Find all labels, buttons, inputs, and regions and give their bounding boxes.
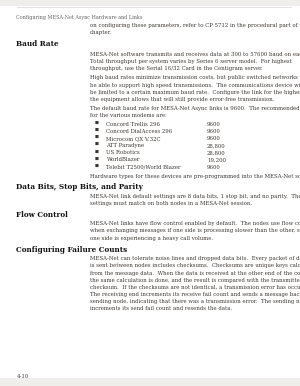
Text: the equipment allows that will still provide error-free transmission.: the equipment allows that will still pro… [90, 97, 274, 102]
Text: MESA-Net link default settings are 8 data bits, 1 stop bit, and no parity.  The: MESA-Net link default settings are 8 dat… [90, 193, 300, 198]
Text: ■: ■ [94, 128, 98, 132]
Text: Configuring Failure Counts: Configuring Failure Counts [16, 245, 128, 254]
Text: ■: ■ [94, 121, 98, 125]
Text: Hardware types for these devices are pre-programmed into the MESA-Net software.: Hardware types for these devices are pre… [90, 174, 300, 179]
Text: 28,800: 28,800 [207, 150, 226, 155]
Text: The default baud rate for MESA-Net Async links is 9600.  The recommended rates: The default baud rate for MESA-Net Async… [90, 106, 300, 111]
Text: 9600: 9600 [207, 136, 221, 141]
Text: High baud rates minimize transmission costs, but public switched networks may no: High baud rates minimize transmission co… [90, 75, 300, 80]
Text: increments its send fail count and resends the data.: increments its send fail count and resen… [90, 306, 232, 311]
Text: 19,200: 19,200 [207, 157, 226, 163]
Text: be limited to a certain maximum baud rate.  Configure the link for the highest r: be limited to a certain maximum baud rat… [90, 90, 300, 95]
FancyBboxPatch shape [0, 6, 300, 378]
Text: 9600: 9600 [207, 122, 221, 127]
Text: sending node, indicating that there was a transmission error.  The sending node: sending node, indicating that there was … [90, 299, 300, 304]
Text: the same calculation is done, and the result is compared with the transmitted: the same calculation is done, and the re… [90, 278, 300, 283]
Text: Concord Trellis 296: Concord Trellis 296 [106, 122, 160, 127]
Text: Flow Control: Flow Control [16, 211, 68, 218]
Text: MESA-Net can tolerate noise lines and dropped data bits.  Every packet of data t: MESA-Net can tolerate noise lines and dr… [90, 256, 300, 261]
Text: be able to support high speed transmissions.  The communications device will als: be able to support high speed transmissi… [90, 83, 300, 88]
Text: Total throughput per system varies by Series 6 server model.  For highest: Total throughput per system varies by Se… [90, 59, 292, 64]
Text: Telebit T2500/World Blazer: Telebit T2500/World Blazer [106, 164, 181, 169]
Text: ■: ■ [94, 135, 98, 139]
Text: WorldBlazer: WorldBlazer [106, 157, 140, 163]
Text: when exchanging messages if one side is processing slower than the other, such a: when exchanging messages if one side is … [90, 229, 300, 234]
Text: MESA-Net links have flow control enabled by default.  The nodes use flow control: MESA-Net links have flow control enabled… [90, 221, 300, 226]
Text: ATT Paradyne: ATT Paradyne [106, 143, 145, 148]
Text: ■: ■ [94, 142, 98, 146]
Text: 9600: 9600 [207, 129, 221, 134]
Text: Data Bits, Stop Bits, and Parity: Data Bits, Stop Bits, and Parity [16, 183, 143, 191]
Text: Concord DialAccess 296: Concord DialAccess 296 [106, 129, 173, 134]
Text: for the various modems are:: for the various modems are: [90, 113, 167, 119]
Text: Microcom QX V.32C: Microcom QX V.32C [106, 136, 161, 141]
Text: one side is experiencing a heavy call volume.: one side is experiencing a heavy call vo… [90, 235, 213, 240]
Text: 28,800: 28,800 [207, 143, 226, 148]
Text: settings must match on both nodes in a MESA-Net session.: settings must match on both nodes in a M… [90, 201, 252, 206]
Text: Baud Rate: Baud Rate [16, 40, 59, 48]
Text: US Robotics: US Robotics [106, 150, 140, 155]
Text: on configuring these parameters, refer to CP 5712 in the procedural part of this: on configuring these parameters, refer t… [90, 23, 300, 28]
Text: 9600: 9600 [207, 164, 221, 169]
Text: The receiving end increments its receive fail count and sends a message back to : The receiving end increments its receive… [90, 292, 300, 297]
Text: ■: ■ [94, 164, 98, 168]
Text: 4-10: 4-10 [16, 374, 29, 379]
Text: from the message data.  When the data is received at the other end of the connec: from the message data. When the data is … [90, 271, 300, 276]
Text: MESA-Net software transmits and receives data at 300 to 57600 baud on each link.: MESA-Net software transmits and receives… [90, 52, 300, 57]
Text: ■: ■ [94, 157, 98, 161]
Text: Configuring MESA-Net Async Hardware and Links: Configuring MESA-Net Async Hardware and … [16, 15, 143, 20]
Text: throughput, use the Serial 16/32 Card in the Centigram server.: throughput, use the Serial 16/32 Card in… [90, 66, 263, 71]
Text: chapter.: chapter. [90, 30, 112, 35]
Text: is sent between nodes includes checksums.  Checksums are unique keys calculated: is sent between nodes includes checksums… [90, 263, 300, 268]
Text: checksum.  If the checksums are not identical, a transmission error has occurred: checksum. If the checksums are not ident… [90, 285, 300, 290]
Text: ■: ■ [94, 149, 98, 154]
